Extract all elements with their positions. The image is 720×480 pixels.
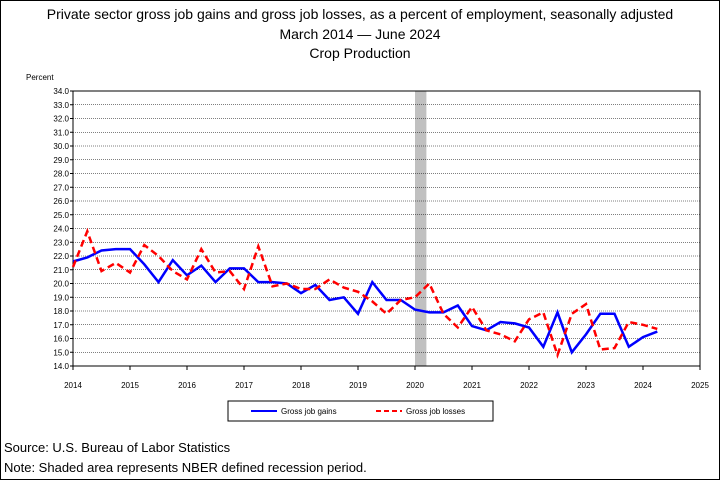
x-tick-label: 2024 <box>634 381 652 390</box>
y-tick-label: 31.0 <box>53 128 69 137</box>
chart-subtitle: March 2014 — June 2024 <box>279 26 441 42</box>
y-tick-label: 23.0 <box>53 238 69 247</box>
y-tick-label: 24.0 <box>53 225 69 234</box>
y-tick-label: 27.0 <box>53 183 69 192</box>
x-tick-label: 2019 <box>349 381 367 390</box>
y-tick-label: 33.0 <box>53 101 69 110</box>
x-tick-label: 2025 <box>691 381 709 390</box>
y-tick-label: 25.0 <box>53 211 69 220</box>
y-tick-label: 28.0 <box>53 170 69 179</box>
y-tick-label: 34.0 <box>53 87 69 96</box>
y-tick-label: 17.0 <box>53 321 69 330</box>
x-tick-label: 2021 <box>463 381 481 390</box>
y-tick-label: 30.0 <box>53 142 69 151</box>
y-tick-label: 20.0 <box>53 280 69 289</box>
x-tick-label: 2020 <box>406 381 424 390</box>
x-tick-label: 2017 <box>235 381 253 390</box>
gains-series-line <box>72 247 658 355</box>
legend-losses-label: Gross job losses <box>406 407 465 416</box>
y-tick-label: 29.0 <box>53 156 69 165</box>
recession-band <box>415 91 427 366</box>
plot-frame <box>72 90 701 367</box>
y-tick-label: 19.0 <box>53 293 69 302</box>
x-tick-label: 2016 <box>178 381 196 390</box>
x-tick-label: 2022 <box>520 381 538 390</box>
y-tick-label: 14.0 <box>53 362 69 371</box>
source-note: Source: U.S. Bureau of Labor Statistics <box>4 440 231 455</box>
x-tick-label: 2015 <box>121 381 139 390</box>
losses-series-line <box>71 227 658 359</box>
x-tick-label: 2018 <box>292 381 310 390</box>
y-tick-label: 22.0 <box>53 252 69 261</box>
legend-box <box>227 400 494 422</box>
y-tick-label: 15.0 <box>53 348 69 357</box>
y-tick-label: 32.0 <box>53 115 69 124</box>
x-tick-label: 2023 <box>577 381 595 390</box>
recession-note: Note: Shaded area represents NBER define… <box>4 460 367 475</box>
industry-label: Crop Production <box>309 45 411 61</box>
y-tick-label: 16.0 <box>53 335 69 344</box>
legend-gains-label: Gross job gains <box>281 407 337 416</box>
chart-title: Private sector gross job gains and gross… <box>46 6 674 22</box>
y-tick-label: 26.0 <box>53 197 69 206</box>
y-tick-label: 18.0 <box>53 307 69 316</box>
x-tick-label: 2014 <box>64 381 82 390</box>
y-tick-label: 21.0 <box>53 266 69 275</box>
y-axis-label: Percent <box>26 73 54 82</box>
